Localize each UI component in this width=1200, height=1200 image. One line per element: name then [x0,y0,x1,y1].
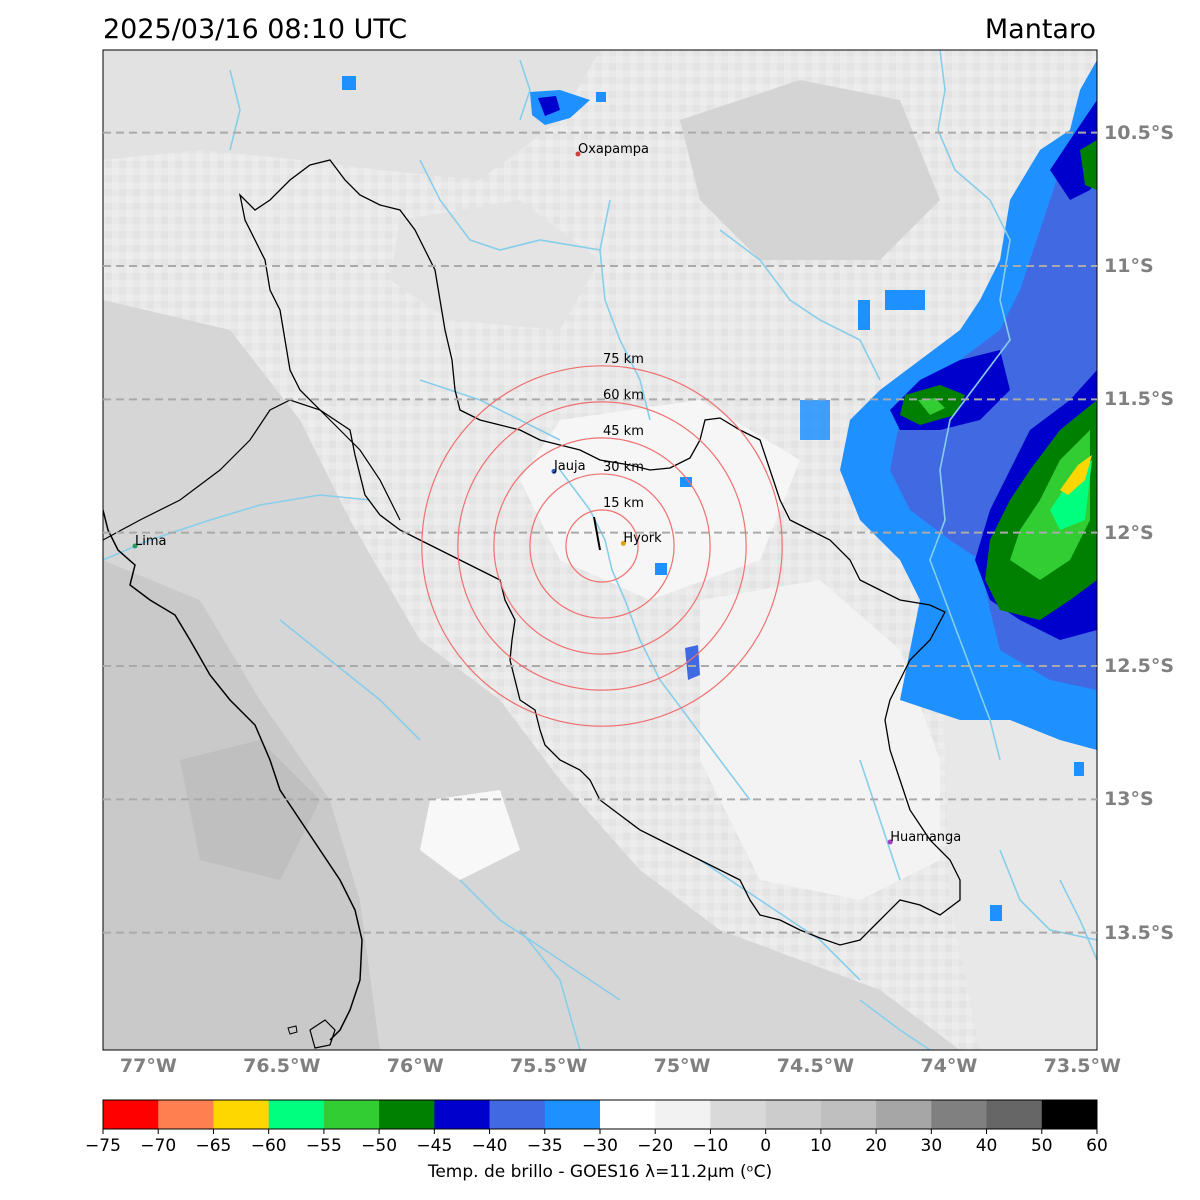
range-ring-label: 30 km [603,459,644,475]
lon-label: 73.5°W [1043,1055,1121,1077]
colorbar-swatch [655,1100,711,1129]
lon-label: 74.5°W [776,1055,855,1077]
range-ring-label: 45 km [603,423,644,439]
colorbar-tick-label: −45 [416,1136,453,1156]
colorbar-swatch [986,1100,1043,1129]
city-label: Hyork [623,531,662,547]
colorbar-swatch [820,1100,877,1129]
colorbar-swatch [158,1100,214,1129]
city-markers [132,151,893,845]
lon-label: 76.5°W [243,1055,321,1077]
lat-label: 12.5°S [1104,655,1175,677]
lon-label: 75°W [653,1055,711,1077]
colorbar-tick-label: −60 [250,1136,287,1156]
rivers [103,50,1097,1050]
lat-label: 13°S [1104,788,1154,811]
colorbar-tick-label: −30 [582,1136,618,1156]
range-ring-label: 75 km [603,351,644,367]
region-title: Mantaro [984,14,1096,45]
range-ring-label: 60 km [603,387,644,403]
radar-beam-segment [593,516,601,551]
coastline [103,509,363,1041]
colorbar-swatch [931,1100,988,1129]
timestamp-title: 2025/03/16 08:10 UTC [103,14,408,45]
city-label: Lima [135,534,167,549]
colorbar-tick-label: −65 [195,1136,232,1156]
island-small [287,1025,298,1035]
colorbar-label: Temp. de brillo - GOES16 λ=11.2μm (ᵒC) [427,1162,773,1182]
colorbar-swatch [876,1100,932,1129]
range-ring-label: 15 km [603,495,644,511]
colorbar-tick-label: −35 [526,1136,563,1156]
range-ring [565,509,639,583]
colorbar-swatch [765,1100,822,1129]
lat-label: 12°S [1104,521,1154,544]
range-rings [421,365,783,727]
colorbar-tick-label: 60 [1086,1136,1108,1156]
range-ring [493,437,711,655]
city-label: Huamanga [890,830,962,845]
colorbar-swatch [434,1100,491,1129]
lat-label: 11°S [1104,255,1154,277]
colorbar-swatch [710,1100,767,1129]
lon-label: 77°W [119,1055,177,1077]
colorbar-tick-label: −55 [305,1136,342,1156]
colorbar-swatch [544,1100,601,1129]
colorbar-swatch [213,1100,270,1129]
colorbar-tick-label: −10 [692,1136,729,1156]
colorbar-tick-label: 40 [975,1136,998,1156]
lat-label: 10.5°S [1104,121,1175,144]
city-marker [132,543,138,549]
lon-label: 75.5°W [509,1055,588,1077]
range-ring [421,365,783,727]
city-label: Oxapampa [577,142,649,157]
city-marker [620,540,626,546]
colorbar-tick-label: 0 [760,1136,772,1156]
colorbar-swatch [1041,1100,1098,1129]
colorbar-tick-label: 50 [1030,1136,1053,1156]
colorbar-tick-label: −75 [85,1136,121,1156]
lat-label: 11.5°S [1104,388,1175,411]
lat-gridlines [103,131,1097,934]
map-frame [102,49,1098,1051]
colorbar-tick-label: −50 [361,1136,398,1156]
colorbar-swatch [379,1100,435,1129]
mantaro-basin-boundary [238,159,961,946]
range-ring [529,473,675,619]
region-boundary [103,399,401,541]
colorbar-tick-label: 10 [810,1136,832,1156]
colorbar-swatch [600,1100,656,1129]
colorbar-swatch [323,1100,380,1129]
colorbar-swatch [489,1100,546,1129]
city-marker [551,468,557,474]
colorbar-swatch [268,1100,325,1129]
colorbar-tick-label: −70 [140,1136,177,1156]
cold-cloud-tops [342,60,1097,921]
colorbar-tick-label: 30 [920,1136,943,1156]
colorbar-swatch [103,1100,159,1129]
city-marker [887,839,893,845]
colorbar-tick-label: −40 [471,1136,508,1156]
colorbar-tick-label: 20 [865,1136,887,1156]
range-ring [457,401,747,691]
colorbar [102,1099,1098,1134]
city-label: Jauja [553,459,586,475]
island [309,1019,336,1049]
colorbar-tick-label: −20 [637,1136,674,1156]
lat-label: 13.5°S [1104,921,1175,944]
city-marker [575,151,581,157]
lon-label: 76°W [386,1055,444,1077]
lon-label: 74°W [920,1055,978,1077]
